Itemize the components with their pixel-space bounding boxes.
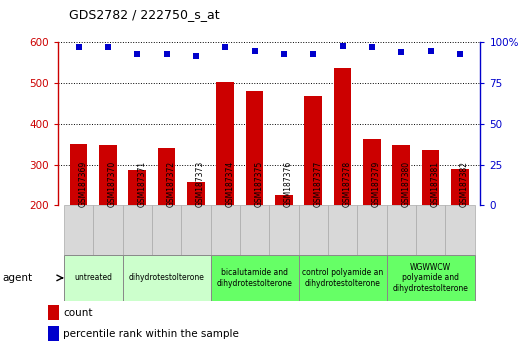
Point [456, 51, 464, 57]
Point [163, 51, 171, 57]
Text: GSM187376: GSM187376 [284, 161, 293, 207]
Bar [181, 205, 211, 255]
Point [221, 45, 230, 50]
Bar [216, 82, 234, 287]
Bar [211, 255, 299, 301]
Text: GSM187380: GSM187380 [401, 161, 410, 207]
Text: GSM187382: GSM187382 [460, 161, 469, 207]
Bar [211, 205, 240, 255]
Bar [445, 205, 475, 255]
Text: bicalutamide and
dihydrotestolterone: bicalutamide and dihydrotestolterone [216, 268, 293, 287]
Text: WGWWCW
polyamide and
dihydrotestolterone: WGWWCW polyamide and dihydrotestolterone [393, 263, 468, 293]
Bar [305, 96, 322, 287]
Bar [128, 170, 146, 287]
Bar [275, 195, 293, 287]
Point [74, 45, 83, 50]
Text: agent: agent [3, 273, 33, 283]
Bar [70, 144, 88, 287]
Text: GSM187372: GSM187372 [167, 161, 176, 207]
Text: GSM187371: GSM187371 [137, 161, 146, 207]
Point [367, 45, 376, 50]
Point [250, 48, 259, 53]
Text: GSM187381: GSM187381 [431, 161, 440, 207]
Point [192, 53, 200, 58]
Text: GSM187378: GSM187378 [343, 161, 352, 207]
Bar [48, 305, 59, 320]
Bar [99, 145, 117, 287]
Text: GSM187370: GSM187370 [108, 161, 117, 207]
Bar [122, 205, 152, 255]
Text: GSM187373: GSM187373 [196, 161, 205, 207]
Bar [122, 255, 211, 301]
Bar [48, 326, 59, 341]
Text: percentile rank within the sample: percentile rank within the sample [63, 329, 239, 339]
Bar [240, 205, 269, 255]
Bar [451, 169, 469, 287]
Bar [158, 148, 175, 287]
Bar [93, 205, 122, 255]
Point [427, 48, 435, 53]
Bar [386, 255, 475, 301]
Text: GSM187374: GSM187374 [225, 161, 234, 207]
Text: GDS2782 / 222750_s_at: GDS2782 / 222750_s_at [69, 8, 219, 21]
Bar [328, 205, 357, 255]
Text: dihydrotestolterone: dihydrotestolterone [129, 273, 204, 282]
Bar [392, 145, 410, 287]
Point [338, 43, 347, 48]
Point [397, 50, 406, 55]
Bar [246, 91, 263, 287]
Text: count: count [63, 308, 92, 318]
Bar [386, 205, 416, 255]
Bar [187, 182, 205, 287]
Text: control polyamide an
dihydrotestolterone: control polyamide an dihydrotestolterone [302, 268, 383, 287]
Bar [64, 205, 93, 255]
Point [103, 45, 112, 50]
Bar [363, 138, 381, 287]
Point [133, 51, 142, 57]
Bar [334, 68, 352, 287]
Bar [299, 205, 328, 255]
Text: GSM187369: GSM187369 [79, 161, 88, 207]
Text: GSM187377: GSM187377 [313, 161, 322, 207]
Bar [152, 205, 181, 255]
Bar [416, 205, 445, 255]
Bar [64, 255, 122, 301]
Bar [299, 255, 386, 301]
Point [309, 51, 317, 57]
Bar [357, 205, 386, 255]
Point [280, 51, 288, 57]
Text: GSM187379: GSM187379 [372, 161, 381, 207]
Bar [422, 150, 439, 287]
Text: untreated: untreated [74, 273, 112, 282]
Bar [269, 205, 299, 255]
Text: GSM187375: GSM187375 [254, 161, 263, 207]
